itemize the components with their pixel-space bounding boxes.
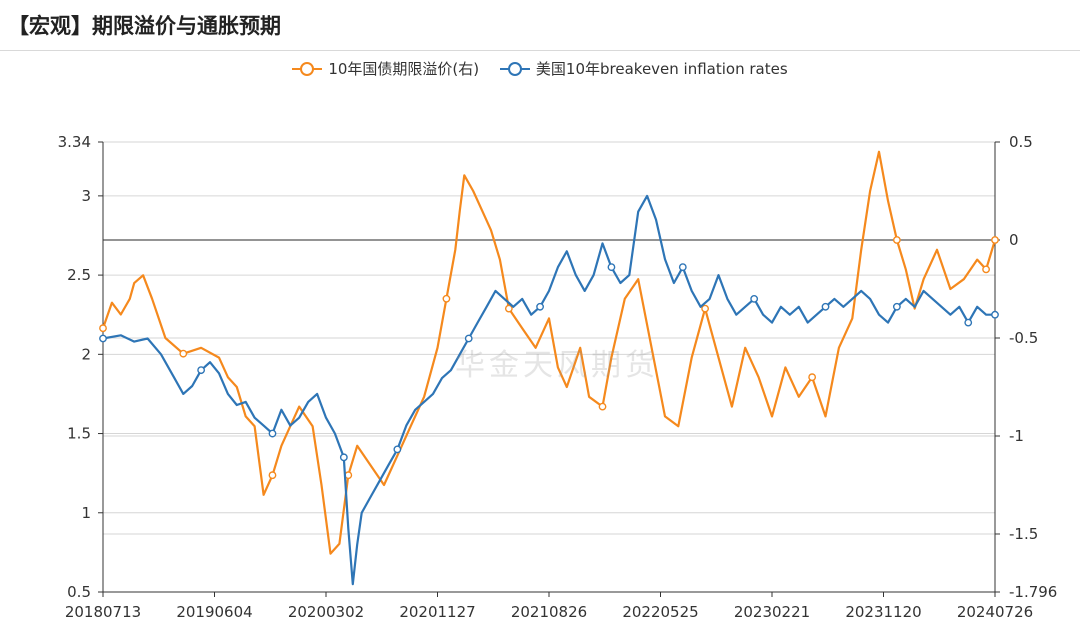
legend-swatch-blue	[499, 61, 530, 76]
left-tick-label-3: 2	[81, 345, 91, 363]
series-0-point-8	[179, 349, 188, 358]
legend-item-term-premium[interactable]: 10年国债期限溢价(右)	[292, 58, 479, 79]
series-1-point-88	[892, 302, 901, 311]
chart-legend: 10年国债期限溢价(右) 美国10年breakeven inflation ra…	[0, 58, 1080, 80]
page-title: 【宏观】期限溢价与通胀预期	[8, 14, 281, 38]
series-0-point-40	[504, 304, 513, 313]
legend-label-breakeven: 美国10年breakeven inflation rates	[535, 60, 788, 78]
series-0-point-48	[598, 402, 607, 411]
left-tick-label-1: 1	[81, 504, 91, 522]
series-1-point-0	[99, 334, 107, 343]
title-divider	[0, 50, 1080, 51]
series-0-point-72	[892, 236, 901, 244]
series-1-point-64	[678, 263, 687, 272]
left-tick-label-5: 3	[81, 187, 91, 205]
series-0-point-80	[982, 265, 990, 274]
right-tick-label-2: -0.5	[1009, 329, 1038, 347]
left-tick-label-4: 2.5	[67, 266, 91, 284]
series-line-0	[101, 150, 997, 555]
series-0-point-64	[808, 373, 817, 382]
right-tick-label-0: 0.5	[1009, 133, 1033, 151]
series-1-point-48	[536, 302, 544, 311]
series-line-1	[102, 194, 995, 586]
x-tick-label-2: 20200302	[288, 603, 364, 621]
x-tick-label-6: 20230221	[734, 603, 810, 621]
right-tick-label-4: -1.5	[1009, 525, 1038, 543]
right-tick-label-1: 0	[1009, 231, 1019, 249]
series-1-point-16	[268, 429, 277, 438]
series-0-point-32	[442, 294, 451, 303]
right-tick-label-3: -1	[1009, 427, 1024, 445]
series-1-point-80	[821, 302, 830, 311]
series-1-point-8	[197, 366, 206, 375]
series-1-point-72	[750, 294, 759, 303]
x-tick-label-3: 20201127	[399, 603, 475, 621]
series-0-point-16	[268, 471, 277, 480]
x-tick-label-7: 20231120	[845, 603, 921, 621]
series-1-point-32	[393, 445, 402, 454]
series-0-point-56	[701, 304, 709, 313]
legend-label-term-premium: 10年国债期限溢价(右)	[328, 60, 480, 78]
x-tick-label-1: 20190604	[176, 603, 252, 621]
x-tick-label-8: 20240726	[957, 603, 1033, 621]
series-1-point-99	[991, 310, 999, 319]
x-tick-label-0: 20180713	[65, 603, 141, 621]
left-tick-label-6: 3.34	[58, 133, 91, 151]
x-tick-label-4: 20210826	[511, 603, 587, 621]
right-tick-label-5: -1.796	[1009, 583, 1057, 601]
series-1-point-40	[464, 334, 473, 343]
series-1-point-24	[339, 453, 348, 462]
x-tick-label-5: 20220525	[622, 603, 698, 621]
series-1-point-96	[964, 318, 973, 327]
legend-item-breakeven[interactable]: 美国10年breakeven inflation rates	[499, 58, 788, 79]
watermark-text: 华金天风期货	[455, 348, 659, 383]
left-tick-label-2: 1.5	[67, 425, 91, 443]
series-1-point-56	[607, 263, 616, 272]
series-0-point-0	[99, 324, 107, 333]
left-tick-label-0: 0.5	[67, 583, 91, 601]
legend-swatch-orange	[292, 61, 323, 76]
series-0-point-81	[991, 236, 999, 244]
